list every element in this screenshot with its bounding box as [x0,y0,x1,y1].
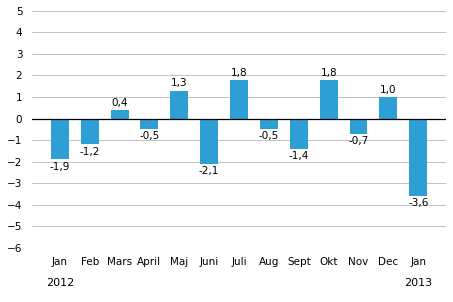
Bar [410,118,427,196]
Bar [350,118,367,133]
Bar [111,110,129,118]
Text: 1,0: 1,0 [380,85,397,95]
Text: 2012: 2012 [46,278,74,288]
Bar [320,80,337,118]
Bar [51,118,69,159]
Bar [170,91,188,118]
Text: 1,8: 1,8 [231,68,247,78]
Text: -2,1: -2,1 [199,166,219,176]
Text: 0,4: 0,4 [111,98,128,108]
Text: -0,5: -0,5 [259,131,279,141]
Text: -1,2: -1,2 [80,146,100,156]
Text: 1,3: 1,3 [171,79,188,88]
Text: -1,4: -1,4 [289,151,309,161]
Text: 2013: 2013 [404,278,432,288]
Bar [380,97,397,118]
Bar [200,118,218,164]
Bar [230,80,248,118]
Bar [290,118,308,149]
Text: -3,6: -3,6 [408,198,429,208]
Text: -1,9: -1,9 [50,162,70,172]
Bar [81,118,99,144]
Text: 1,8: 1,8 [320,68,337,78]
Text: -0,5: -0,5 [140,131,159,141]
Bar [140,118,159,129]
Bar [260,118,278,129]
Text: -0,7: -0,7 [348,136,369,146]
